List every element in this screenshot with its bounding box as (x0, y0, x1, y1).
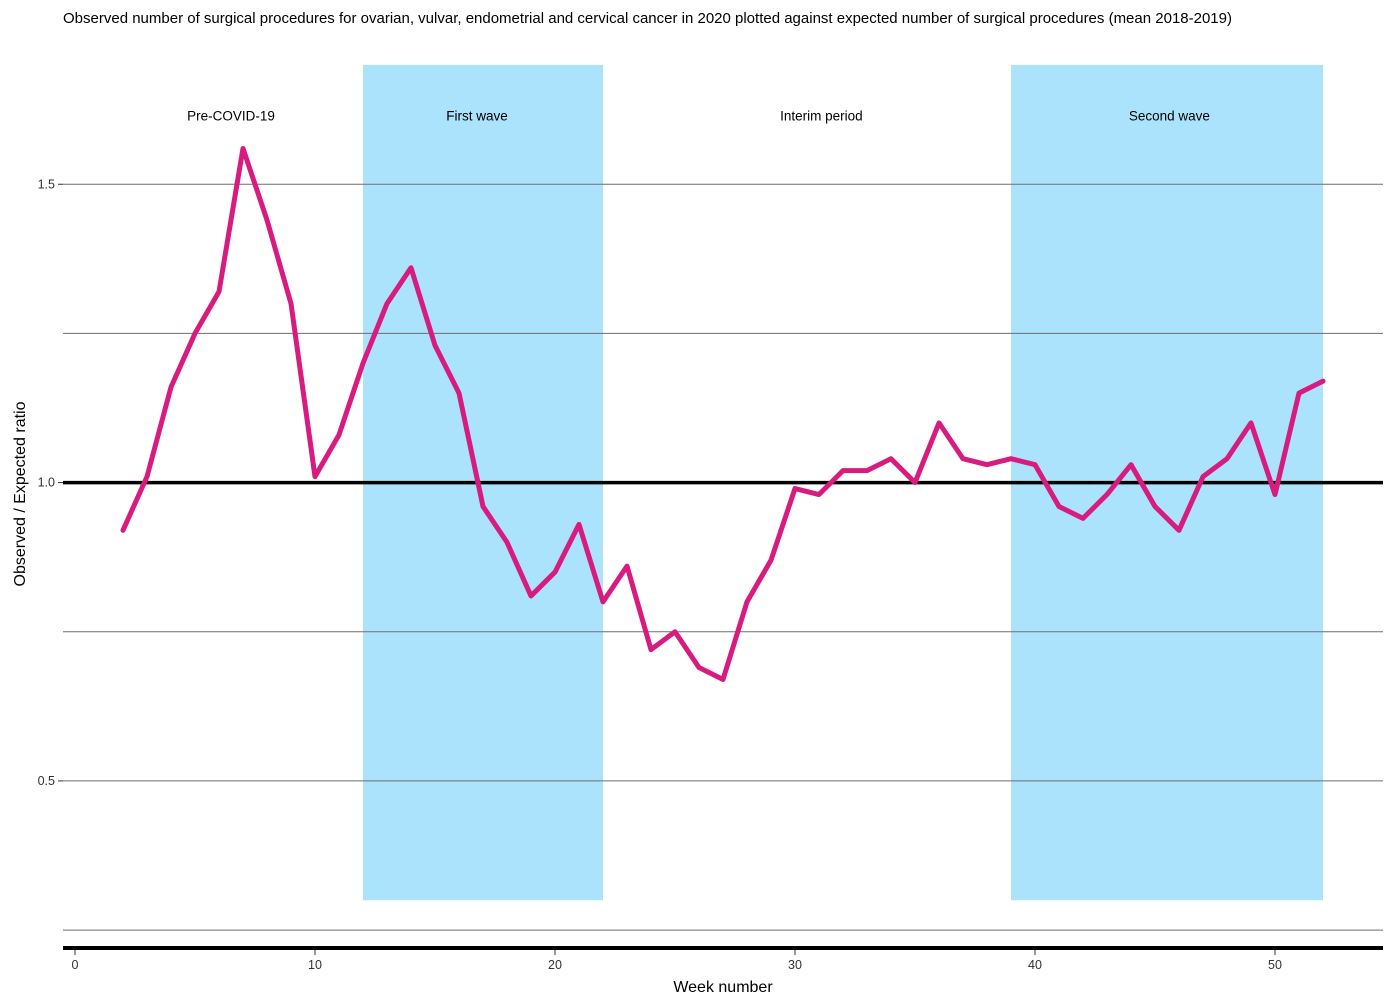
x-tick-label-0: 0 (72, 958, 79, 972)
period-label-1: First wave (446, 109, 508, 124)
y-tick-label-2: 1.5 (38, 177, 55, 191)
x-axis: 0 10 20 30 40 50 (63, 946, 1383, 972)
period-labels: Pre-COVID-19 First wave Interim period Seco… (187, 109, 1210, 124)
horizontal-gridlines (63, 183, 1383, 931)
x-tick-label-2: 20 (548, 958, 562, 972)
series-line-0 (120, 145, 1326, 682)
period-label-3: Second wave (1129, 109, 1210, 124)
series-group (120, 145, 1326, 682)
x-axis-title: Week number (673, 979, 773, 996)
chart-title: Observed number of surgical procedures f… (63, 10, 1232, 27)
y-axis-title: Observed / Expected ratio (12, 401, 29, 586)
x-tick-label-1: 10 (308, 958, 322, 972)
y-tick-label-0: 0.5 (38, 774, 55, 788)
x-tick-label-3: 30 (788, 958, 802, 972)
period-label-0: Pre-COVID-19 (187, 109, 275, 124)
y-tick-label-1: 1.0 (38, 476, 55, 490)
period-label-2: Interim period (780, 109, 863, 124)
y-axis: 0.5 1.0 1.5 (38, 177, 63, 788)
x-tick-label-5: 50 (1268, 958, 1282, 972)
x-tick-label-4: 40 (1028, 958, 1042, 972)
